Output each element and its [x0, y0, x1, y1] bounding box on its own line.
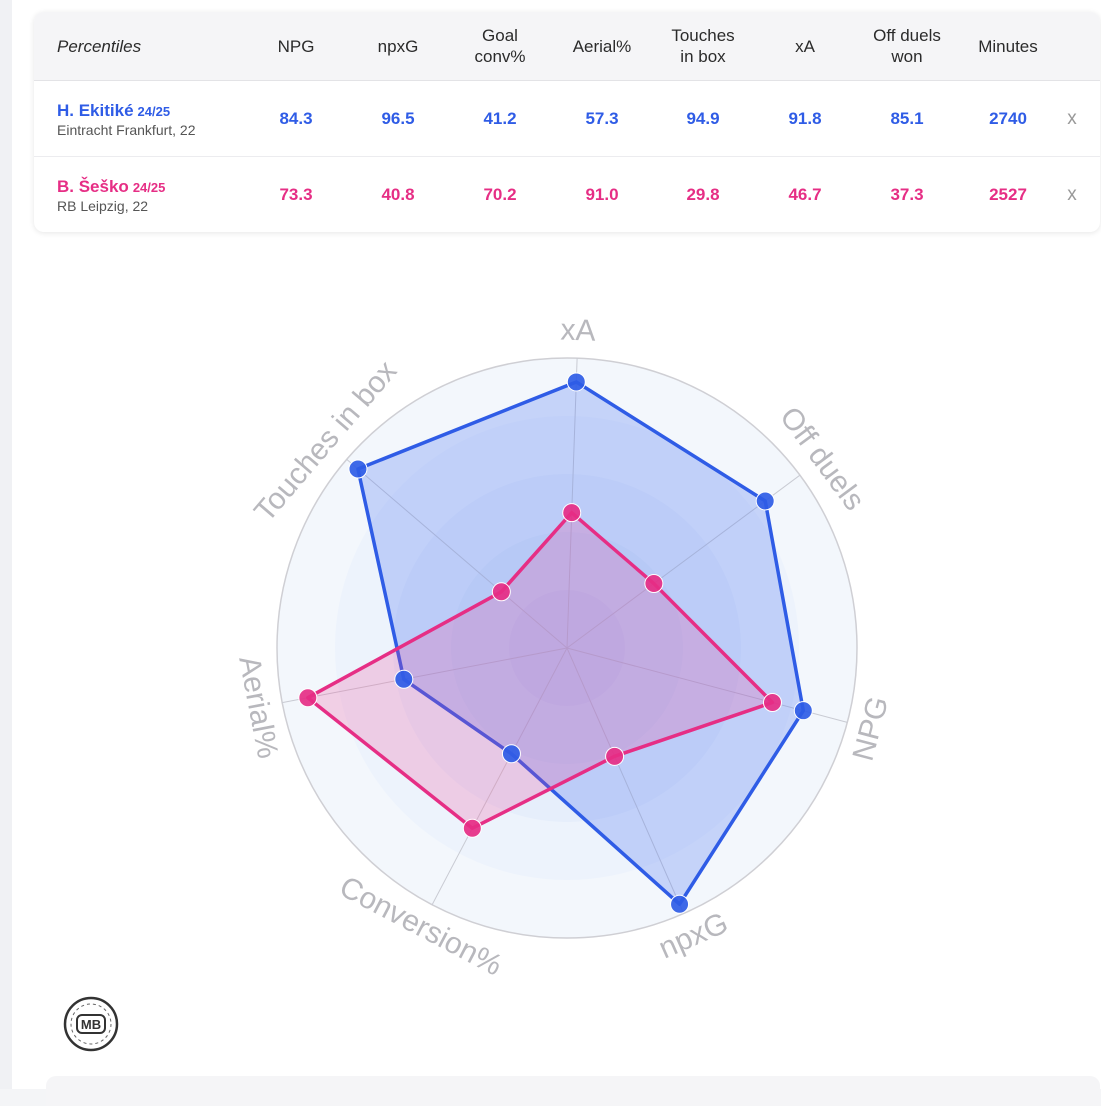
mb-logo: MB	[63, 996, 119, 1052]
data-point-sesko	[762, 693, 782, 713]
value-off-duels-won: 85.1	[890, 108, 924, 128]
value-aerial: 57.3	[585, 108, 619, 128]
logo-text: MB	[81, 1017, 101, 1032]
radar-spoke	[346, 459, 568, 649]
value-goal-conv: 41.2	[483, 108, 517, 128]
header-goal-conv[interactable]: Goal conv%	[474, 26, 526, 66]
data-point-sesko	[491, 582, 511, 602]
header-aerial[interactable]: Aerial%	[572, 36, 632, 56]
header-off-duels-won[interactable]: Off duels won	[873, 26, 941, 66]
table-header: Percentiles NPG npxG Goal conv% Aerial% …	[34, 12, 1100, 81]
player-season: 24/25	[132, 180, 166, 195]
data-point-ekitike	[793, 701, 813, 721]
value-touches-in-box: 94.9	[686, 108, 720, 128]
data-point-sesko	[462, 818, 482, 838]
radar-spoke	[566, 647, 685, 914]
comparison-table: Percentiles NPG npxG Goal conv% Aerial% …	[34, 12, 1100, 232]
data-point-sesko	[644, 574, 664, 594]
axis-label: NPG	[847, 693, 896, 764]
data-point-ekitike	[755, 491, 775, 511]
value-npg: 84.3	[279, 108, 313, 128]
data-point-sesko	[298, 688, 318, 708]
value-npxg: 40.8	[381, 184, 415, 204]
remove-player-button[interactable]: x	[1067, 183, 1077, 205]
value-minutes: 2740	[989, 108, 1027, 128]
value-npg: 73.3	[279, 184, 313, 204]
value-xa: 91.8	[788, 108, 822, 128]
data-point-sesko	[605, 746, 625, 766]
series-polygon-ekitike	[356, 380, 806, 906]
header-npg[interactable]: NPG	[277, 36, 315, 56]
player-name[interactable]: H. Ekitiké 24/25	[57, 101, 171, 120]
header-npxg[interactable]: npxG	[377, 36, 419, 56]
value-touches-in-box: 29.8	[686, 184, 720, 204]
table-row: B. Šeško 24/25 RB Leipzig, 22 73.3 40.8 7…	[34, 157, 1100, 232]
value-xa: 46.7	[788, 184, 822, 204]
table-row: H. Ekitiké 24/25 Eintracht Frankfurt, 22 …	[34, 81, 1100, 157]
value-minutes: 2527	[989, 184, 1027, 204]
player-club-age: Eintracht Frankfurt, 22	[57, 122, 196, 138]
data-point-ekitike	[566, 372, 586, 392]
data-point-ekitike	[348, 459, 368, 479]
header-minutes[interactable]: Minutes	[978, 36, 1038, 56]
value-goal-conv: 70.2	[483, 184, 517, 204]
value-off-duels-won: 37.3	[890, 184, 924, 204]
remove-player-button[interactable]: x	[1067, 107, 1077, 129]
data-point-ekitike	[670, 894, 690, 914]
page-left-strip	[0, 0, 12, 1089]
radar-spoke	[282, 647, 568, 704]
player-club-age: RB Leipzig, 22	[57, 198, 149, 214]
data-point-ekitike	[394, 669, 414, 689]
value-aerial: 91.0	[585, 184, 619, 204]
axis-label: xA	[560, 314, 596, 348]
header-label: Percentiles	[57, 36, 142, 56]
content-area: Percentiles NPG npxG Goal conv% Aerial% …	[12, 0, 1101, 1106]
data-point-ekitike	[501, 744, 521, 764]
player-season: 24/25	[137, 104, 171, 119]
player-name[interactable]: B. Šeško 24/25	[57, 177, 166, 196]
value-npxg: 96.5	[381, 108, 415, 128]
radar-spoke	[566, 358, 578, 649]
radar-spoke	[431, 647, 568, 905]
next-card	[46, 1076, 1100, 1106]
data-point-sesko	[562, 503, 582, 523]
axis-label: Aerial%	[232, 653, 284, 761]
header-touches-in-box[interactable]: Touches in box	[671, 26, 735, 66]
header-xa[interactable]: xA	[795, 36, 815, 56]
